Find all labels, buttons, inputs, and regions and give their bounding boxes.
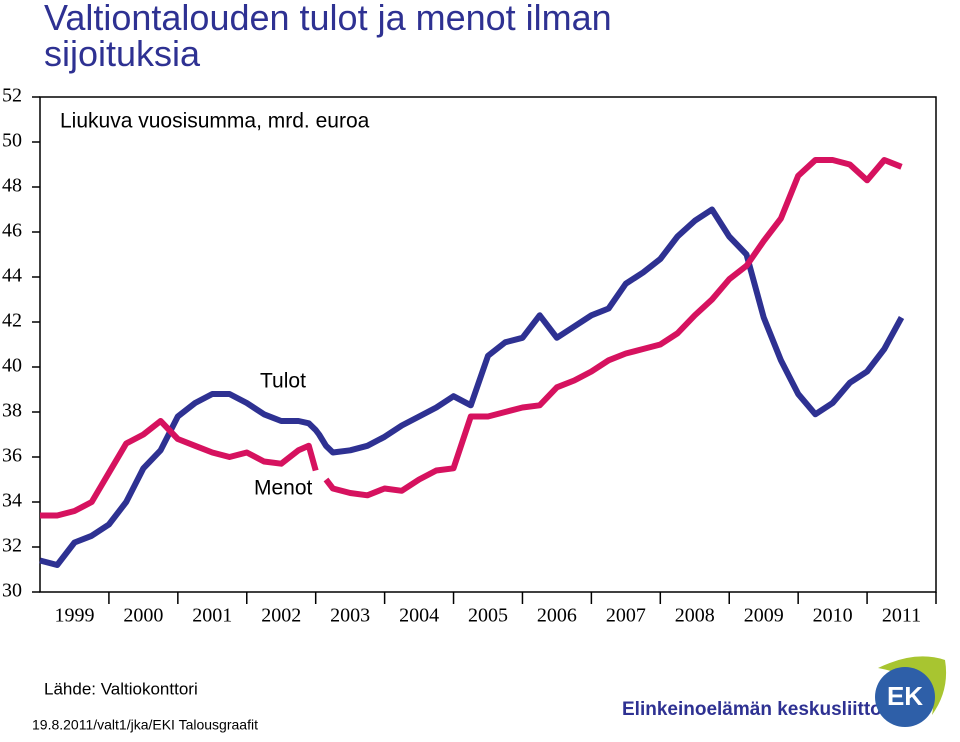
y-tick-label: 46: [2, 220, 22, 242]
logo: EK: [875, 656, 947, 727]
source: Lähde: Valtiokonttori: [44, 679, 198, 698]
y-tick-label: 30: [2, 580, 22, 602]
y-tick-label: 50: [2, 130, 22, 152]
chart-subtitle: Liukuva vuosisumma, mrd. euroa: [60, 110, 370, 133]
y-tick-label: 36: [2, 445, 22, 467]
x-tick-label: 2007: [606, 605, 646, 627]
logo-text: EK: [887, 681, 923, 711]
y-tick-label: 42: [2, 310, 22, 332]
series-line: [39, 206, 905, 568]
x-tick-label: 2005: [468, 605, 508, 627]
organization: Elinkeinoelämän keskusliitto: [622, 699, 882, 720]
y-tick-label: 32: [2, 535, 22, 557]
y-tick-label: 34: [2, 490, 22, 512]
series-label: Tulot: [260, 370, 306, 393]
logo-circle: [875, 667, 935, 727]
y-tick-label: 48: [2, 175, 22, 197]
x-tick-label: 2003: [330, 605, 370, 627]
y-tick-label: 38: [2, 400, 22, 422]
x-tick-label: 2002: [261, 605, 301, 627]
plot-frame: [39, 96, 937, 593]
footer: 19.8.2011/valt1/jka/EKI Talousgraafit: [32, 717, 258, 733]
x-tick-label: 2006: [537, 605, 577, 627]
x-tick-label: 2010: [813, 605, 853, 627]
x-tick-label: 2008: [675, 605, 715, 627]
x-tick-label: 2011: [882, 605, 921, 627]
x-tick-label: 2000: [123, 605, 163, 627]
chart-title: Valtiontalouden tulot ja menot ilman sij…: [44, 0, 612, 74]
y-tick-label: 52: [2, 85, 22, 107]
x-tick-label: 2001: [192, 605, 232, 627]
y-tick-label: 40: [2, 355, 22, 377]
x-tick-label: 2009: [744, 605, 784, 627]
y-tick-label: 44: [2, 265, 22, 287]
x-tick-label: 2004: [399, 605, 439, 627]
series-label: Menot: [254, 477, 313, 500]
x-tick-label: 1999: [54, 605, 94, 627]
series-line: [40, 157, 903, 519]
